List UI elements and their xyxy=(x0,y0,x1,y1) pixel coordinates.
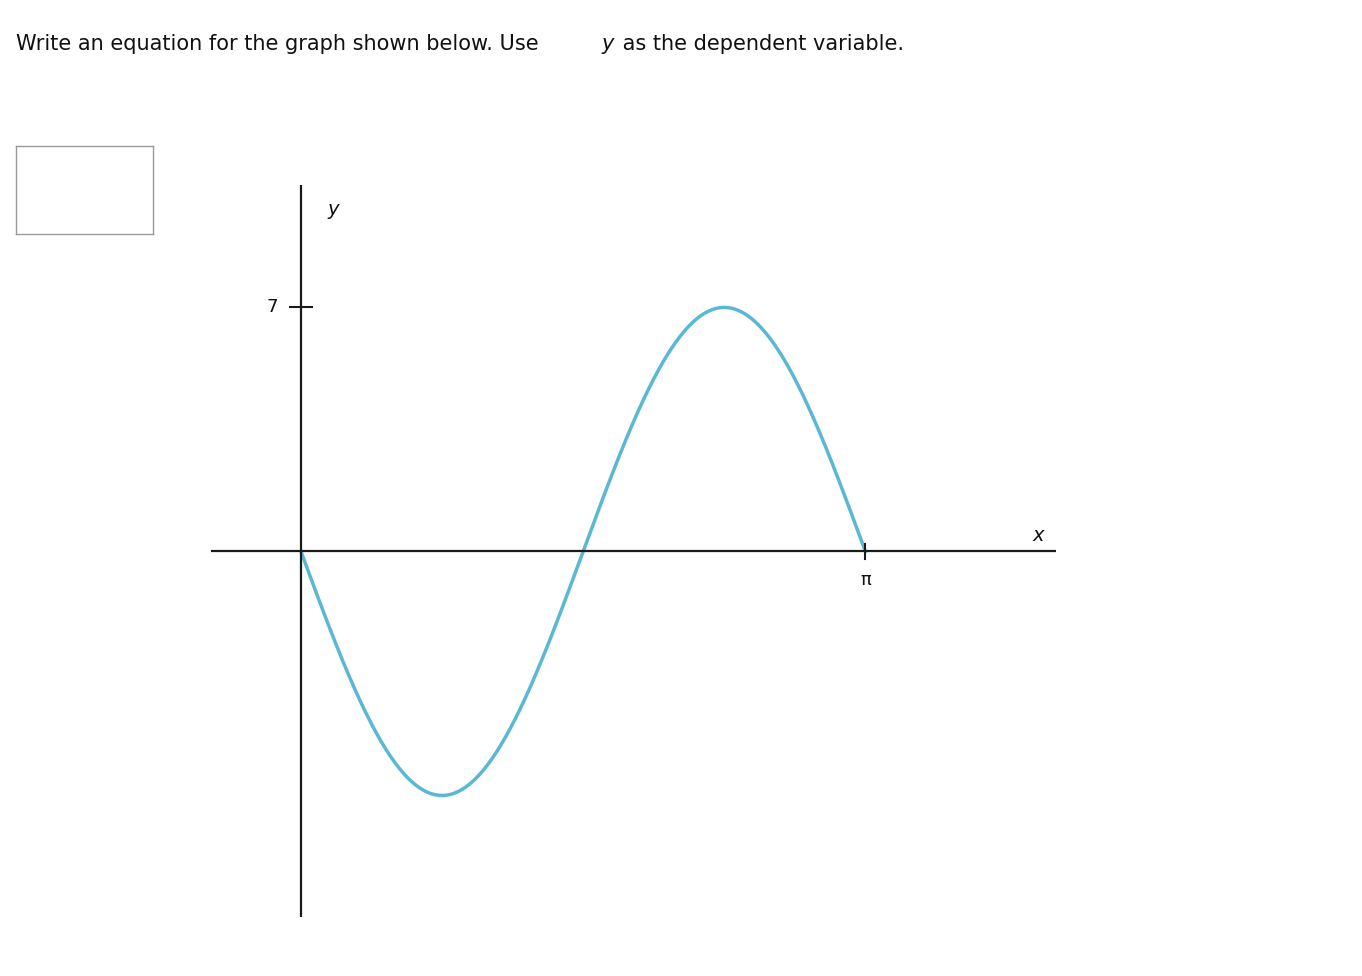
Text: y: y xyxy=(327,200,339,219)
Text: π: π xyxy=(859,571,870,589)
Text: 7: 7 xyxy=(266,299,278,316)
Text: Write an equation for the graph shown below. Use: Write an equation for the graph shown be… xyxy=(16,34,546,54)
Text: as the dependent variable.: as the dependent variable. xyxy=(616,34,903,54)
Text: y: y xyxy=(601,34,614,54)
Text: x: x xyxy=(1032,526,1045,546)
